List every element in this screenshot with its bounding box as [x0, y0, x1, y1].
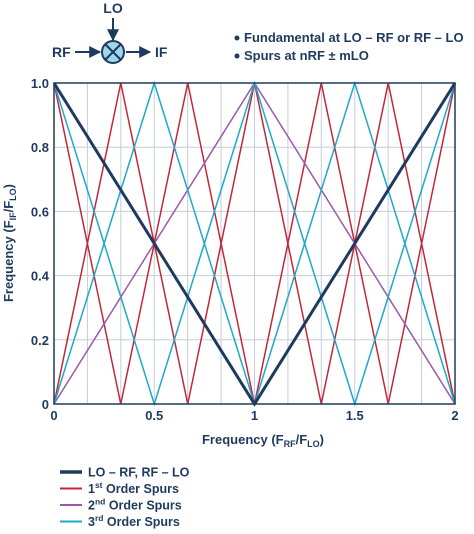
y-axis-title-mid: /F: [1, 201, 16, 213]
mixer-lo-label: LO: [103, 0, 123, 16]
legend-label-sup: st: [95, 480, 103, 490]
y-tick-label: 0: [42, 397, 49, 412]
y-tick-label: 0.6: [31, 204, 49, 219]
y-tick-labels: 0 0.2 0.4 0.6 0.8 1.0: [31, 76, 50, 412]
x-axis-title-main: Frequency (F: [202, 432, 284, 447]
x-axis-title: Frequency (FRF/FLO): [202, 432, 324, 449]
mixer-if-label: IF: [155, 44, 168, 60]
legend-label: 2nd Order Spurs: [88, 497, 182, 513]
y-tick-label: 0.4: [31, 269, 50, 284]
mixer-rf-label: RF: [52, 44, 71, 60]
notes: Fundamental at LO – RF or RF – LO Spurs …: [234, 30, 464, 63]
legend-label-main: 2: [88, 499, 95, 513]
x-axis-title-mid: /F: [296, 432, 308, 447]
legend-label-main: 3: [88, 515, 95, 529]
note-fundamental: Fundamental at LO – RF or RF – LO: [244, 30, 464, 45]
x-tick-label: 1: [251, 408, 258, 423]
x-tick-label: 0: [50, 408, 57, 423]
legend-label-main: 1: [88, 482, 95, 496]
x-axis-title-sub1: RF: [284, 439, 296, 449]
legend-label-rest: Order Spurs: [103, 482, 179, 496]
legend-label-rest: Order Spurs: [103, 515, 179, 529]
y-axis-title-sub1: IF: [8, 212, 18, 221]
note-spurs: Spurs at nRF ± mLO: [244, 48, 369, 63]
x-tick-label: 1.5: [346, 408, 364, 423]
mixer-symbol-icon: [101, 40, 125, 64]
note-bullet-icon: [234, 53, 240, 59]
y-tick-label: 1.0: [31, 76, 49, 91]
legend-label-sup: rd: [95, 513, 104, 523]
y-axis-title-sub2: LO: [8, 188, 18, 201]
y-axis-title-end: ): [1, 184, 16, 188]
x-tick-label: 0.5: [145, 408, 163, 423]
legend-label: 1st Order Spurs: [88, 480, 179, 496]
legend-label-main: LO – RF, RF – LO: [88, 466, 190, 480]
y-axis-title: Frequency (FIF/FLO): [1, 184, 18, 302]
legend-label: LO – RF, RF – LO: [88, 466, 190, 480]
legend-label: 3rd Order Spurs: [88, 513, 180, 529]
x-axis-title-end: ): [320, 432, 324, 447]
y-tick-label: 0.8: [31, 140, 49, 155]
x-tick-labels: 0 0.5 1 1.5 2: [50, 408, 458, 423]
legend-label-sup: nd: [95, 497, 105, 507]
note-bullet-icon: [234, 35, 240, 41]
mixer-diagram: LO RF IF: [52, 0, 168, 64]
grid: [54, 83, 455, 404]
legend-label-rest: Order Spurs: [105, 499, 181, 513]
y-axis-title-main: Frequency (F: [1, 220, 16, 302]
x-tick-label: 2: [451, 408, 458, 423]
plot-frame: [53, 82, 456, 405]
x-axis-title-sub2: LO: [307, 439, 320, 449]
y-tick-label: 0.2: [31, 333, 49, 348]
